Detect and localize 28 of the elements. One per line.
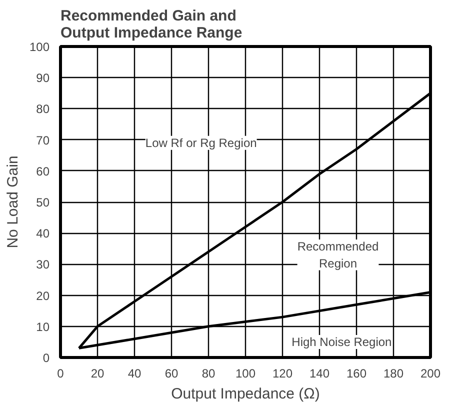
y-tick-label: 100 [29, 40, 50, 54]
x-tick-label: 140 [309, 366, 330, 380]
y-tick-label: 10 [36, 320, 50, 334]
x-tick-label: 20 [90, 366, 104, 380]
y-tick-label: 80 [36, 102, 50, 116]
chart-title: Recommended Gain and Output Impedance Range [60, 8, 242, 42]
x-tick-label: 0 [57, 366, 64, 380]
y-tick-label: 90 [36, 71, 50, 86]
annotation: Low Rf or Rg Region [145, 136, 257, 150]
annotation: High Noise Region [292, 334, 392, 349]
x-tick-label: 180 [383, 366, 404, 380]
x-tick-label: 60 [164, 366, 178, 380]
y-tick-label: 0 [42, 351, 50, 365]
annotation: Recommended Region [297, 239, 379, 270]
x-axis-title: Output Impedance (Ω) [171, 386, 320, 402]
x-tick-label: 200 [420, 366, 441, 380]
y-tick-label: 50 [36, 196, 50, 210]
y-tick-label: 40 [36, 226, 50, 241]
y-tick-label: 60 [36, 164, 50, 178]
x-tick-label: 40 [128, 366, 142, 380]
y-tick-label: 70 [36, 133, 50, 148]
x-tick-label: 160 [346, 366, 367, 380]
y-axis-title: No Load Gain [4, 156, 22, 248]
y-tick-label: 20 [36, 288, 50, 303]
y-tick-label: 30 [36, 258, 50, 272]
x-tick-label: 100 [235, 366, 256, 380]
x-tick-label: 80 [202, 366, 216, 380]
x-tick-label: 120 [272, 366, 293, 380]
